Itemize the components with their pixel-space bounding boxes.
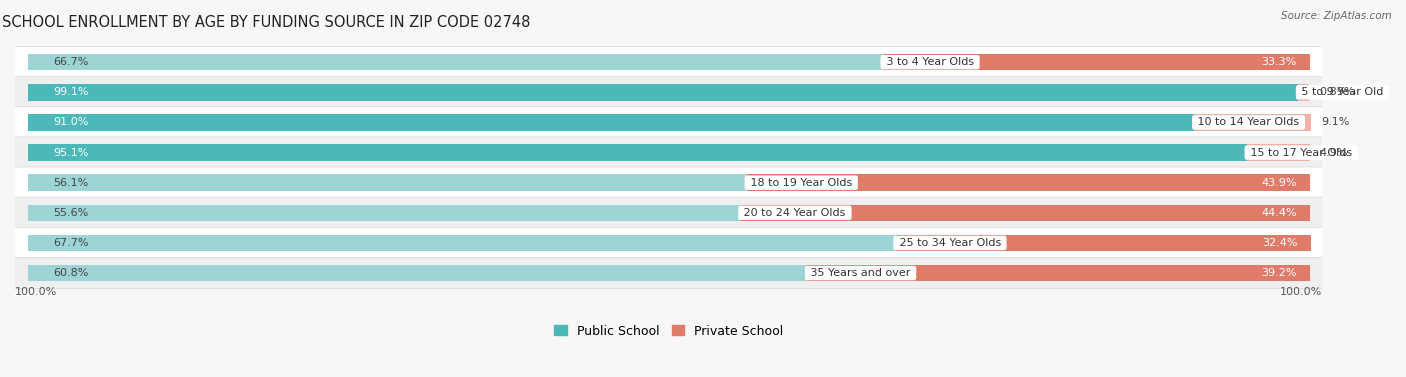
Text: 60.8%: 60.8% <box>53 268 89 278</box>
Text: 4.9%: 4.9% <box>1320 147 1348 158</box>
FancyBboxPatch shape <box>14 137 1323 168</box>
Text: 15 to 17 Year Olds: 15 to 17 Year Olds <box>1247 147 1355 158</box>
Text: 100.0%: 100.0% <box>15 287 58 297</box>
Text: 5 to 9 Year Old: 5 to 9 Year Old <box>1298 87 1386 97</box>
Bar <box>741 205 1309 221</box>
FancyBboxPatch shape <box>14 197 1323 228</box>
Text: 66.7%: 66.7% <box>53 57 89 67</box>
Text: 56.1%: 56.1% <box>53 178 89 188</box>
Bar <box>896 234 1310 251</box>
Bar <box>747 175 1309 191</box>
Text: 0.89%: 0.89% <box>1320 87 1355 97</box>
Text: 10 to 14 Year Olds: 10 to 14 Year Olds <box>1194 118 1303 127</box>
Bar <box>883 54 1309 70</box>
Text: 55.6%: 55.6% <box>53 208 89 218</box>
Bar <box>28 114 1194 131</box>
Text: Source: ZipAtlas.com: Source: ZipAtlas.com <box>1281 11 1392 21</box>
Text: 99.1%: 99.1% <box>53 87 89 97</box>
Text: 25 to 34 Year Olds: 25 to 34 Year Olds <box>896 238 1004 248</box>
FancyBboxPatch shape <box>14 257 1323 289</box>
Bar <box>1298 84 1309 101</box>
Text: 44.4%: 44.4% <box>1261 208 1296 218</box>
Bar <box>28 205 741 221</box>
Bar <box>28 144 1247 161</box>
Legend: Public School, Private School: Public School, Private School <box>554 325 783 337</box>
FancyBboxPatch shape <box>14 227 1323 259</box>
Text: 20 to 24 Year Olds: 20 to 24 Year Olds <box>741 208 849 218</box>
Text: 100.0%: 100.0% <box>1281 287 1323 297</box>
FancyBboxPatch shape <box>14 46 1323 78</box>
Bar <box>28 54 883 70</box>
Text: 32.4%: 32.4% <box>1263 238 1298 248</box>
FancyBboxPatch shape <box>14 167 1323 198</box>
Bar <box>28 265 807 281</box>
Text: 43.9%: 43.9% <box>1261 178 1296 188</box>
Bar <box>28 234 896 251</box>
Bar <box>1194 114 1310 131</box>
Text: 91.0%: 91.0% <box>53 118 89 127</box>
FancyBboxPatch shape <box>14 107 1323 138</box>
Text: 67.7%: 67.7% <box>53 238 89 248</box>
Bar <box>807 265 1309 281</box>
Bar <box>1247 144 1309 161</box>
FancyBboxPatch shape <box>14 77 1323 108</box>
Text: SCHOOL ENROLLMENT BY AGE BY FUNDING SOURCE IN ZIP CODE 02748: SCHOOL ENROLLMENT BY AGE BY FUNDING SOUR… <box>1 15 530 30</box>
Bar <box>28 84 1298 101</box>
Bar <box>28 175 747 191</box>
Text: 35 Years and over: 35 Years and over <box>807 268 914 278</box>
Text: 18 to 19 Year Olds: 18 to 19 Year Olds <box>747 178 856 188</box>
Text: 33.3%: 33.3% <box>1261 57 1296 67</box>
Text: 95.1%: 95.1% <box>53 147 89 158</box>
Text: 9.1%: 9.1% <box>1322 118 1350 127</box>
Text: 3 to 4 Year Olds: 3 to 4 Year Olds <box>883 57 977 67</box>
Text: 39.2%: 39.2% <box>1261 268 1296 278</box>
